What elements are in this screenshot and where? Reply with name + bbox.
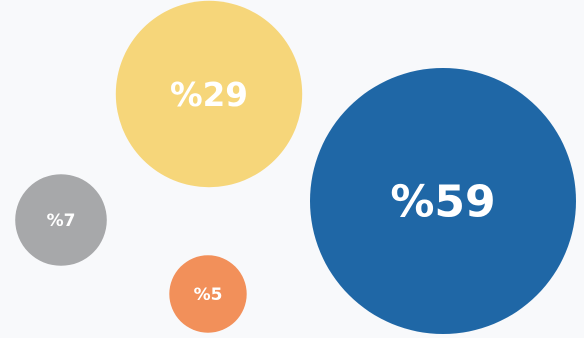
bubble-label-4: %5	[194, 285, 223, 305]
bubble-group-2: %29	[115, 0, 303, 188]
bubble-label-3: %7	[47, 211, 76, 231]
bubble-1	[310, 68, 576, 334]
bubble-group-3: %7	[15, 174, 107, 266]
bubble-3	[15, 174, 107, 266]
bubble-group-1: %59	[310, 68, 576, 334]
bubble-label-2: %29	[170, 76, 248, 114]
bubble-2	[115, 0, 303, 188]
bubble-label-1: %59	[390, 177, 495, 228]
bubble-4	[169, 255, 247, 333]
bubble-group-4: %5	[169, 255, 247, 333]
